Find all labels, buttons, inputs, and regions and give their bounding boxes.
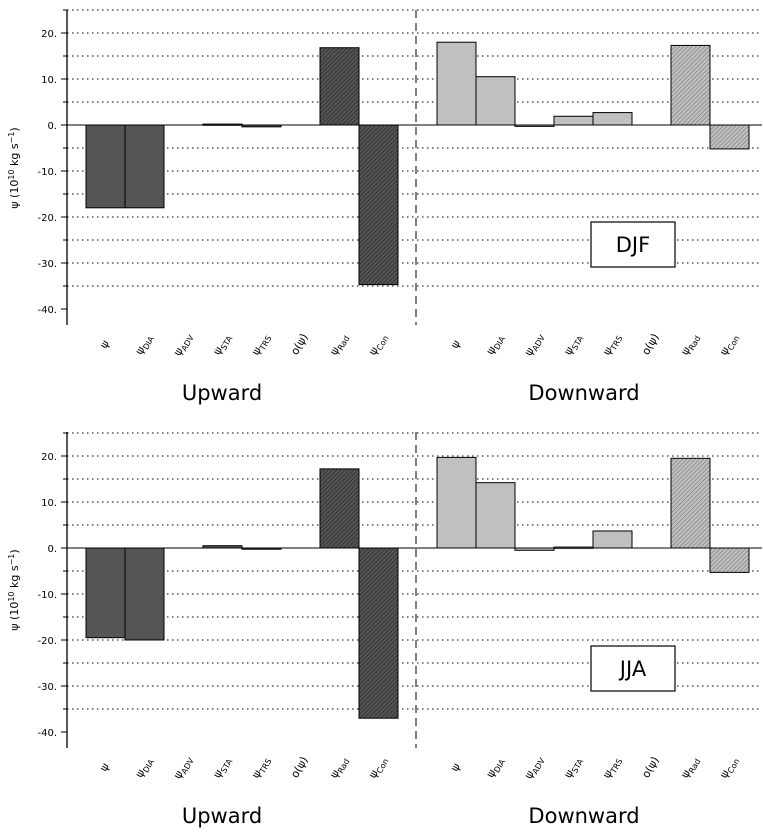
category-labels-djf: ψ ψDIA ψADV ψSTA ψTRS o(ψ) ψRad ψCon ψ ψDIA ψADV ψS…: [97, 330, 742, 359]
bar-downward-rad: [670, 44, 711, 126]
y-tick-label: 10.: [41, 498, 57, 509]
category-label: ψDIA: [484, 754, 508, 780]
category-label: o(ψ): [288, 754, 311, 780]
category-label: ψDIA: [484, 331, 508, 357]
bars-jja: [85, 456, 750, 719]
y-tick-label: -40.: [37, 305, 57, 316]
bar-upward-dia: [124, 124, 165, 209]
bar-upward-sta: [202, 545, 243, 549]
category-label: ψCon: [366, 754, 390, 781]
grid-jja: [67, 432, 762, 710]
bar-upward-con: [358, 124, 399, 286]
category-label: ψSTA: [561, 754, 585, 781]
y-tick-label: 0.: [47, 544, 57, 555]
bar-upward-dia: [124, 547, 165, 641]
bar-upward-con: [358, 547, 399, 719]
category-label: ψCon: [366, 331, 390, 358]
y-tick-label: -30.: [37, 682, 57, 693]
bar-downward-dia: [475, 482, 516, 549]
category-label: o(ψ): [288, 331, 311, 357]
y-tick-label: -10.: [37, 590, 57, 601]
category-label: ψDIA: [133, 331, 157, 357]
category-label: ψADV: [171, 753, 196, 782]
category-label: ψ: [448, 338, 463, 351]
category-label: o(ψ): [639, 754, 662, 780]
bar-downward-sta: [553, 115, 594, 126]
category-label: ψSTA: [210, 331, 234, 358]
bars-djf: [85, 41, 750, 286]
category-label: ψTRS: [249, 754, 273, 781]
category-label: ψ: [97, 338, 112, 351]
season-box-jja: [590, 645, 676, 692]
y-tick-label: -40.: [37, 728, 57, 739]
season-label-djf: DJF: [616, 233, 650, 257]
bar-upward-psi: [85, 124, 126, 209]
bar-downward-sta: [553, 546, 594, 549]
category-labels-jja: ψ ψDIA ψADV ψSTA ψTRS o(ψ) ψRad ψCon ψ ψDIA ψADV ψS…: [97, 753, 742, 782]
group-label-downward-jja: Downward: [528, 804, 639, 828]
y-tick-label: 0.: [47, 121, 57, 132]
bar-upward-rad: [319, 47, 360, 126]
bar-downward-adv: [514, 124, 555, 127]
bar-downward-psi: [436, 456, 477, 549]
season-box-djf: [590, 221, 676, 268]
bar-upward-psi: [85, 547, 126, 639]
group-label-upward-djf: Upward: [182, 381, 262, 405]
category-label: ψADV: [522, 753, 547, 782]
bar-downward-rad: [670, 457, 711, 549]
bar-downward-trs: [592, 112, 633, 126]
category-label: o(ψ): [639, 331, 662, 357]
category-label: ψSTA: [561, 331, 585, 358]
category-label: ψRad: [678, 331, 702, 358]
category-label: ψ: [97, 761, 112, 774]
bar-downward-adv: [514, 547, 555, 551]
y-tick-label: 20.: [41, 452, 57, 463]
y-ticks-jja: 20. 10. 0. -10. -20. -30. -40.: [37, 432, 67, 739]
category-label: ψ: [448, 761, 463, 774]
category-label: ψTRS: [249, 331, 273, 358]
category-label: ψADV: [522, 330, 547, 359]
grid-djf: [67, 9, 762, 287]
panel-jja: 20. 10. 0. -10. -20. -30. -40. ψ (1010 kg s−1)…: [7, 432, 762, 828]
bar-upward-trs: [241, 124, 282, 128]
y-tick-label: -30.: [37, 259, 57, 270]
bar-upward-trs: [241, 547, 282, 550]
y-tick-label: 20.: [41, 29, 57, 40]
category-label: ψCon: [717, 331, 741, 358]
category-label: ψRad: [327, 331, 351, 358]
bar-downward-dia: [475, 76, 516, 126]
y-tick-label: -20.: [37, 213, 57, 224]
category-label: ψRad: [327, 754, 351, 781]
group-label-downward-djf: Downward: [528, 381, 639, 405]
bar-upward-sta: [202, 123, 243, 126]
category-label: ψDIA: [133, 754, 157, 780]
y-ticks-djf: 20. 10. 0. -10. -20. -30. -40.: [37, 9, 67, 316]
y-axis-label-jja: ψ (1010 kg s−1): [7, 549, 21, 630]
bar-downward-psi: [436, 41, 477, 126]
bar-upward-rad: [319, 468, 360, 549]
season-label-jja: JJA: [618, 657, 647, 681]
bar-downward-trs: [592, 530, 633, 549]
panel-djf: 20. 10. 0. -10. -20. -30. -40. ψ (1010 kg s−1)…: [7, 9, 762, 405]
category-label: ψADV: [171, 330, 196, 359]
y-tick-label: -10.: [37, 167, 57, 178]
y-tick-label: 10.: [41, 75, 57, 86]
bar-downward-con: [709, 124, 750, 150]
y-tick-label: -20.: [37, 636, 57, 647]
category-label: ψRad: [678, 754, 702, 781]
group-label-upward-jja: Upward: [182, 804, 262, 828]
category-label: ψCon: [717, 754, 741, 781]
category-label: ψTRS: [600, 754, 624, 781]
category-label: ψSTA: [210, 754, 234, 781]
y-axis-label-djf: ψ (1010 kg s−1): [7, 127, 21, 208]
category-label: ψTRS: [600, 331, 624, 358]
bar-downward-con: [709, 547, 750, 573]
